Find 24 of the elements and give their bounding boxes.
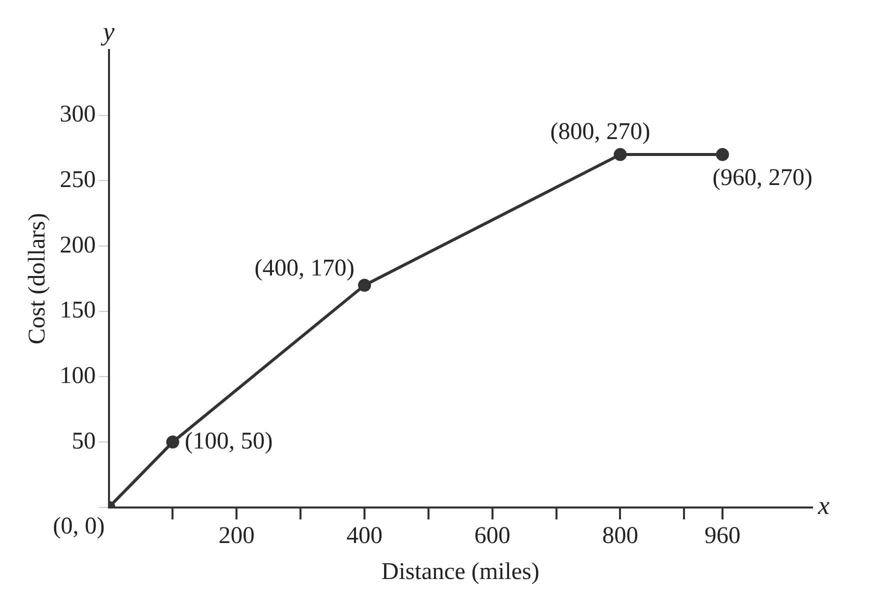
y-tick-label: 100	[60, 363, 96, 390]
annotation: (960, 270)	[712, 164, 812, 191]
annotation: (100, 50)	[184, 428, 273, 454]
y-tick-label: 150	[60, 298, 96, 324]
x-tick-label: 200	[218, 523, 255, 550]
x-tick-label: 800	[602, 523, 638, 550]
text: x	[817, 491, 830, 520]
y-axis-title: Cost (dollars)	[24, 213, 51, 344]
annotation: (400, 170)	[254, 256, 355, 282]
point	[614, 148, 627, 162]
annotation: (0, 0)	[52, 514, 105, 540]
point	[716, 148, 729, 162]
x-axis-title: Distance (miles)	[381, 558, 540, 585]
y-tick-label: 50	[72, 428, 96, 454]
y-tick-label: 250	[60, 166, 96, 193]
y-tick-label: 300	[60, 102, 96, 128]
point	[166, 436, 180, 449]
x-tick-label: 960	[704, 523, 740, 550]
x-tick-label: 600	[474, 523, 510, 550]
text: y	[100, 16, 116, 46]
x-tick-label: 400	[346, 523, 383, 550]
y-tick-label: 200	[60, 232, 96, 258]
point	[358, 278, 372, 292]
annotation: (800, 270)	[550, 118, 650, 145]
